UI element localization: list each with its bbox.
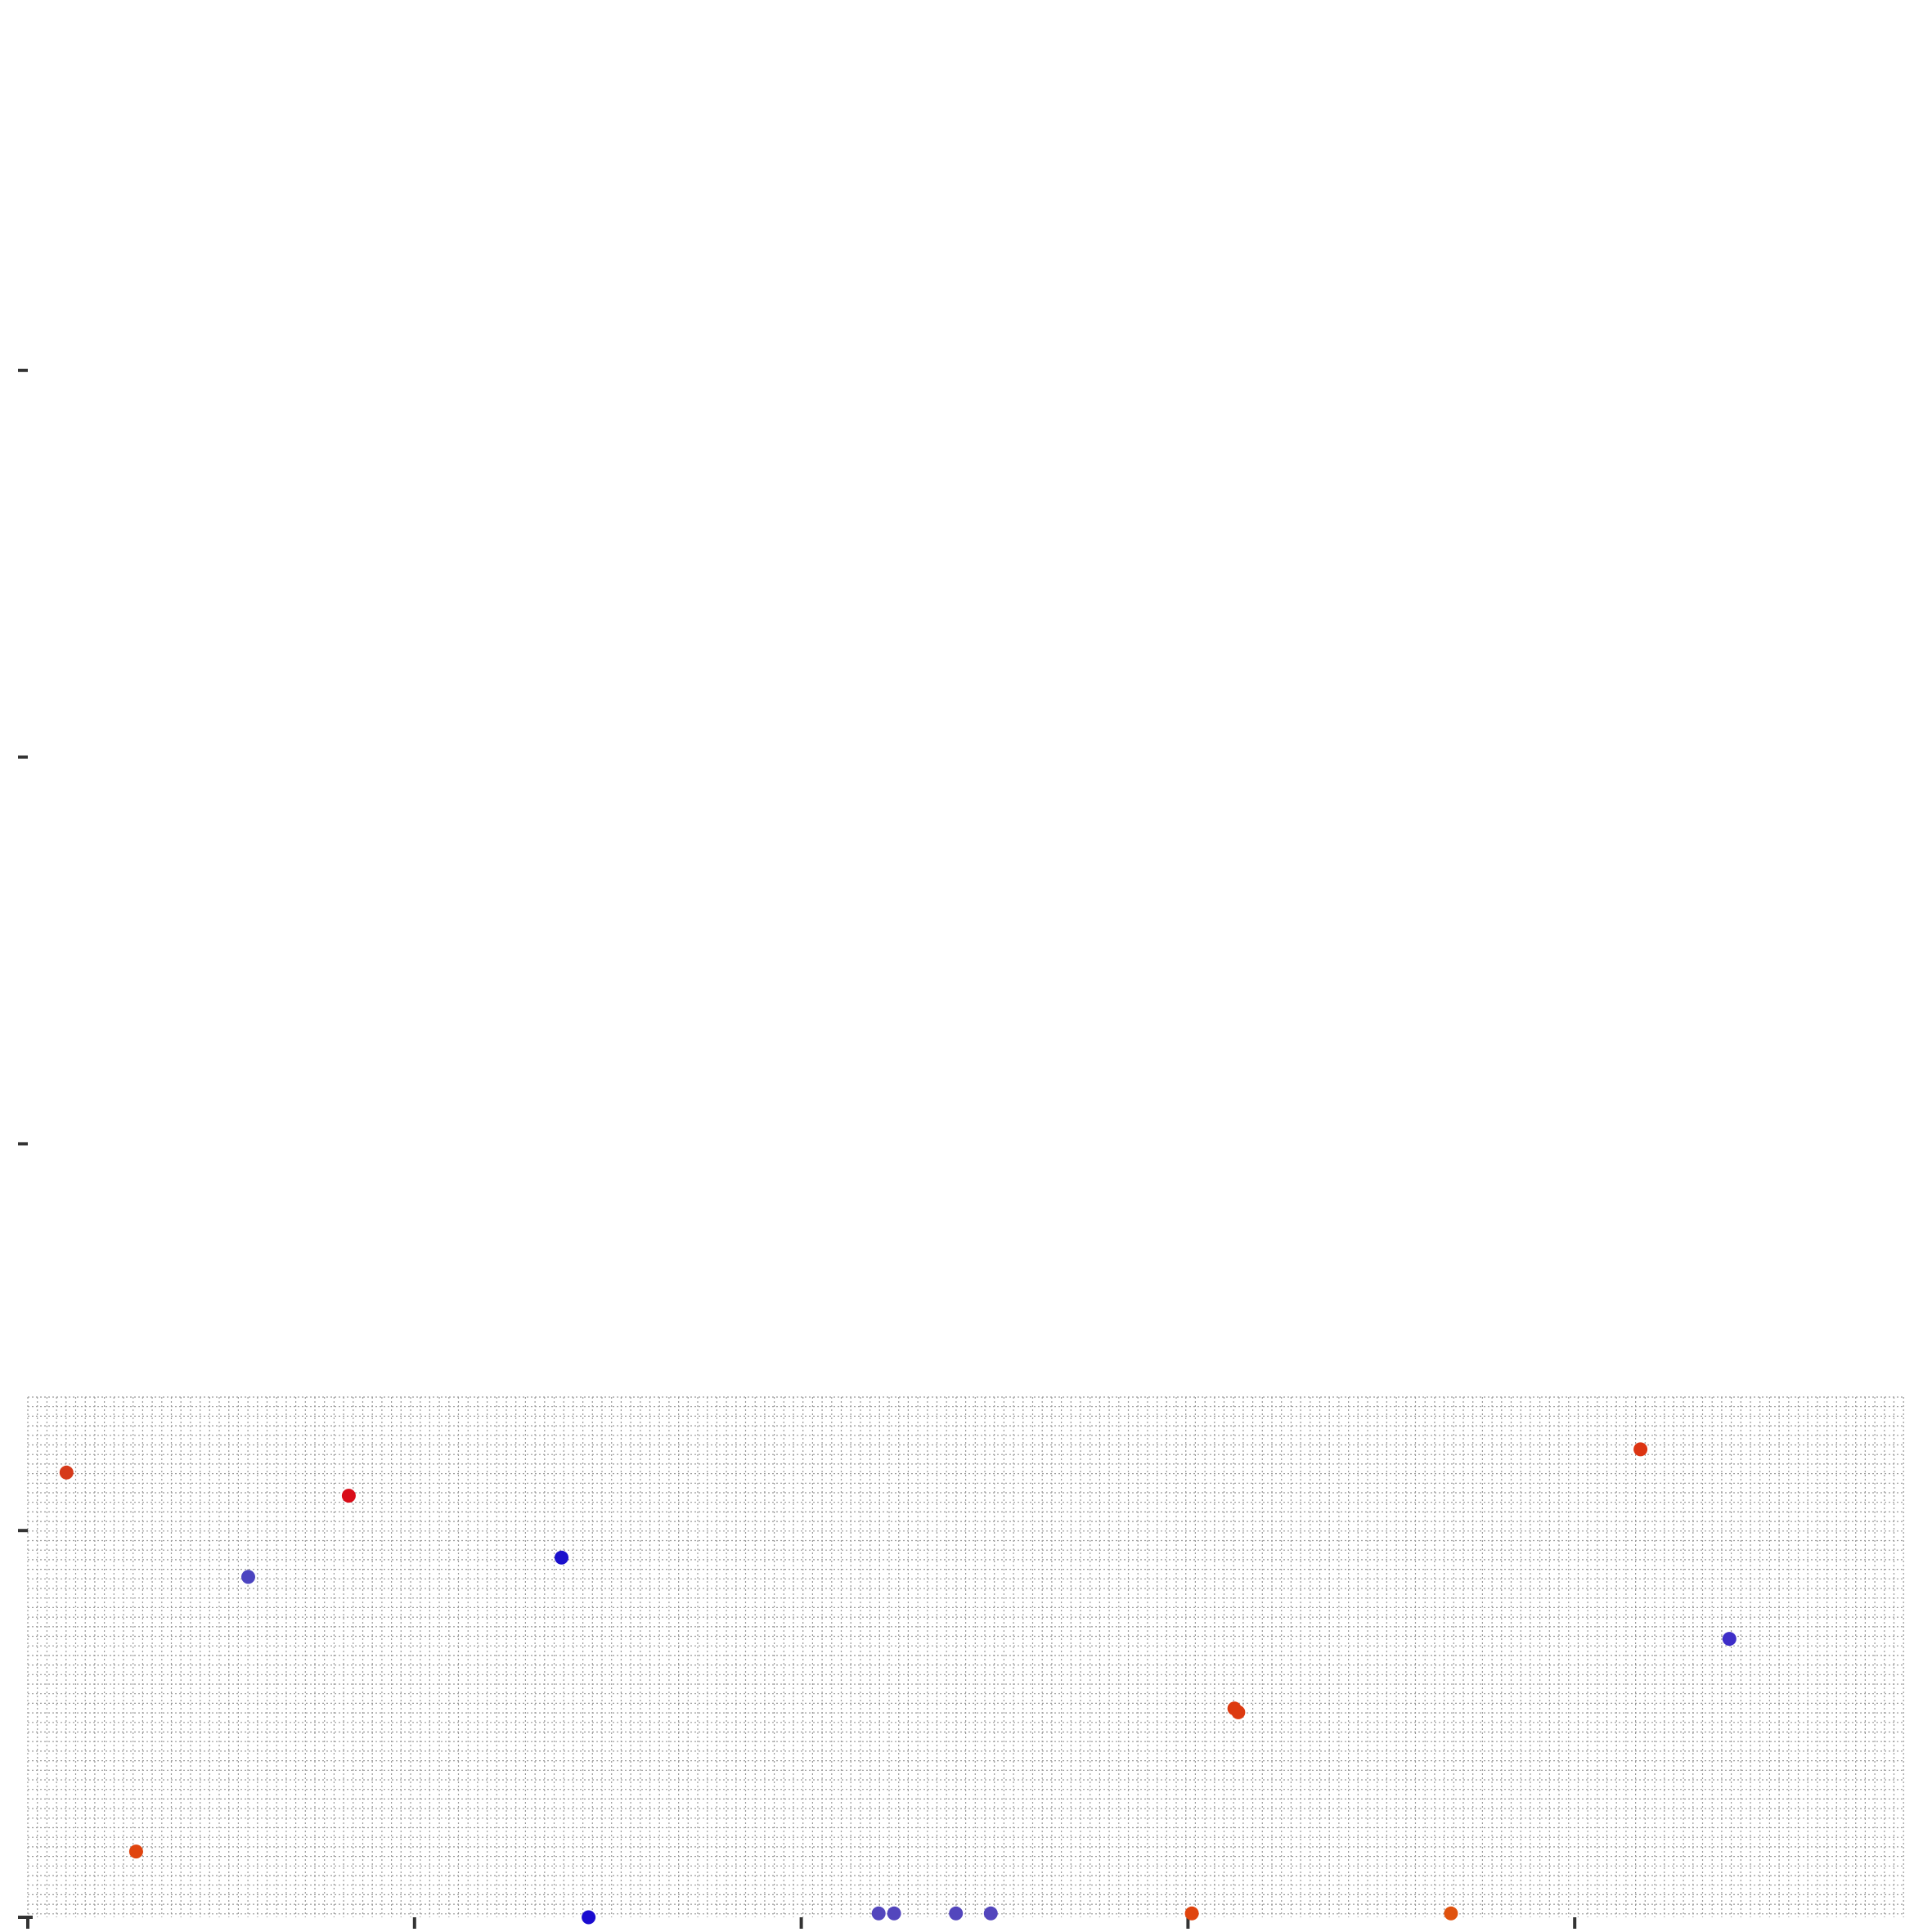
data-point (555, 1550, 568, 1565)
data-point (341, 1489, 356, 1503)
axes (18, 368, 1577, 1929)
data-point (1231, 1705, 1246, 1719)
data-point (241, 1570, 255, 1584)
data-point (949, 1906, 964, 1921)
data-point (1444, 1906, 1458, 1921)
data-point (128, 1844, 143, 1859)
data-point (871, 1906, 886, 1921)
data-point (582, 1910, 596, 1925)
data-point (1184, 1906, 1199, 1921)
grid (27, 1396, 1904, 1917)
data-points (59, 1442, 1737, 1925)
data-point (983, 1906, 998, 1921)
data-point (1633, 1442, 1648, 1457)
data-point (1722, 1632, 1737, 1647)
data-point (59, 1465, 74, 1480)
data-point (887, 1906, 901, 1921)
